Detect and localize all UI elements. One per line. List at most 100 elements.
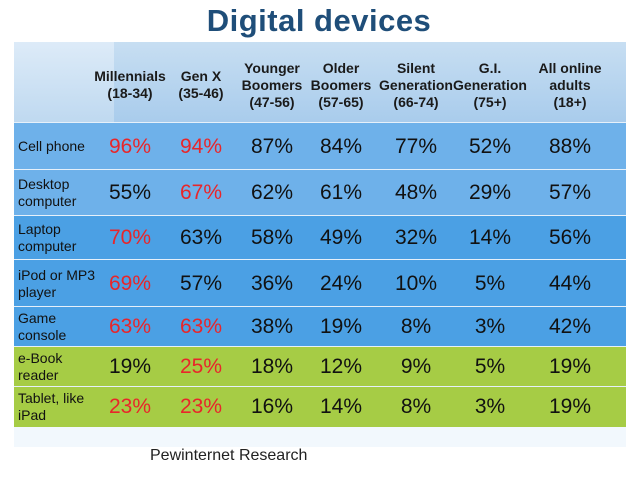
device-ownership-table: Millennials (18-34) Gen X (35-46) Younger Boo… xyxy=(14,42,626,447)
table-row: iPod or MP3 player 69% 57% 36% 24% 10% 5% 44% xyxy=(14,259,626,307)
row-label-line: Laptop xyxy=(18,221,61,237)
column-header-line: Boomers xyxy=(241,76,303,93)
value-cell: 48% xyxy=(394,181,438,204)
value-cell: 44% xyxy=(548,271,592,295)
value-cell: 18% xyxy=(250,355,294,378)
page-title: Digital devices xyxy=(206,3,432,38)
value-cell: 57% xyxy=(179,271,223,295)
value-cell: 23% xyxy=(179,395,223,418)
column-header-line: Silent xyxy=(396,59,436,76)
value-cell: 55% xyxy=(108,181,152,204)
value-cell: 19% xyxy=(548,355,592,378)
value-cell: 3% xyxy=(474,315,506,338)
column-header-line: Generation xyxy=(379,76,453,93)
row-label-line: e-Book xyxy=(18,350,63,366)
column-header-line: (47-56) xyxy=(249,93,295,110)
row-label-line: iPod or MP3 xyxy=(18,266,96,283)
row-label-line: iPad xyxy=(18,407,47,423)
column-header: Gen X (35-46) xyxy=(165,48,237,122)
value-cell: 58% xyxy=(250,226,294,249)
row-label-line: computer xyxy=(18,193,77,209)
table-row: Desktop computer 55% 67% 62% 61% 48% 29% 57% xyxy=(14,169,626,216)
value-cell: 29% xyxy=(468,181,512,204)
value-cell: 84% xyxy=(319,134,363,158)
value-cell: 94% xyxy=(179,134,223,158)
value-cell: 96% xyxy=(108,134,152,158)
row-label: Cell phone xyxy=(18,123,116,170)
value-cell: 24% xyxy=(319,271,363,295)
value-cell: 14% xyxy=(468,226,512,249)
value-cell: 9% xyxy=(400,355,432,378)
value-cell: 56% xyxy=(548,226,592,249)
value-cell: 25% xyxy=(179,355,223,378)
column-header-line: (75+) xyxy=(473,93,507,110)
value-cell: 14% xyxy=(319,395,363,418)
row-label-line: computer xyxy=(18,238,77,254)
row-label: e-Book reader xyxy=(18,347,116,387)
value-cell: 19% xyxy=(319,315,363,338)
column-header-line: (57-65) xyxy=(318,93,364,110)
value-cell: 23% xyxy=(108,395,152,418)
value-cell: 10% xyxy=(394,271,438,295)
table-row: Laptop computer 70% 63% 58% 49% 32% 14% 56% xyxy=(14,215,626,260)
column-header-line: Younger xyxy=(244,59,300,76)
column-header-line: Older xyxy=(322,59,360,76)
value-cell: 69% xyxy=(108,271,152,295)
value-cell: 77% xyxy=(394,134,438,158)
value-cell: 8% xyxy=(400,395,432,418)
column-header-line: Millennials xyxy=(94,68,166,84)
value-cell: 5% xyxy=(474,271,506,295)
column-header: All online adults (18+) xyxy=(534,48,606,122)
value-cell: 57% xyxy=(548,181,592,204)
value-cell: 88% xyxy=(548,134,592,158)
column-header-line: All online xyxy=(538,59,602,76)
value-cell: 36% xyxy=(250,271,294,295)
value-cell: 5% xyxy=(474,355,506,378)
value-cell: 70% xyxy=(108,226,152,249)
value-cell: 32% xyxy=(394,226,438,249)
column-header-line: G.I. xyxy=(478,59,502,76)
row-label: iPod or MP3 player xyxy=(18,260,116,307)
value-cell: 63% xyxy=(179,226,223,249)
table-row: Tablet, like iPad 23% 23% 16% 14% 8% 3% 19% xyxy=(14,386,626,427)
row-label-line: reader xyxy=(18,367,59,383)
value-cell: 63% xyxy=(108,315,152,338)
value-cell: 49% xyxy=(319,226,363,249)
row-label: Tablet, like iPad xyxy=(18,387,116,427)
value-cell: 8% xyxy=(400,315,432,338)
column-header: Silent Generation (66-74) xyxy=(379,48,453,122)
table-row: Game console 63% 63% 38% 19% 8% 3% 42% xyxy=(14,306,626,347)
value-cell: 87% xyxy=(250,134,294,158)
column-header-line: Generation xyxy=(453,76,527,93)
row-label-line: Tablet, like xyxy=(18,390,85,406)
row-label-line: player xyxy=(18,283,57,300)
row-label-line: Desktop xyxy=(18,176,70,192)
value-cell: 16% xyxy=(250,395,294,418)
header-corner xyxy=(14,42,114,122)
row-label: Desktop computer xyxy=(18,170,116,216)
column-header-line: (66-74) xyxy=(393,93,439,110)
value-cell: 52% xyxy=(468,134,512,158)
column-header-line: (18-34) xyxy=(107,85,153,101)
column-header: Millennials (18-34) xyxy=(94,48,166,122)
row-label: Game console xyxy=(18,307,116,347)
header-band xyxy=(14,42,626,122)
row-label-line: Game xyxy=(18,310,57,326)
value-cell: 42% xyxy=(548,315,592,338)
value-cell: 19% xyxy=(548,395,592,418)
row-label-line: Cell phone xyxy=(18,138,85,154)
column-header: G.I. Generation (75+) xyxy=(453,48,527,122)
value-cell: 62% xyxy=(250,181,294,204)
column-header-line: (35-46) xyxy=(178,85,224,101)
column-header: Older Boomers (57-65) xyxy=(305,48,377,122)
row-label: Laptop computer xyxy=(18,216,116,260)
value-cell: 61% xyxy=(319,181,363,204)
column-header-line: adults xyxy=(549,76,591,93)
value-cell: 38% xyxy=(250,315,294,338)
column-header-line: Gen X xyxy=(180,68,222,84)
value-cell: 12% xyxy=(319,355,363,378)
value-cell: 63% xyxy=(179,315,223,338)
table-row: e-Book reader 19% 25% 18% 12% 9% 5% 19% xyxy=(14,346,626,387)
value-cell: 3% xyxy=(474,395,506,418)
table-row: Cell phone 96% 94% 87% 84% 77% 52% 88% xyxy=(14,122,626,170)
